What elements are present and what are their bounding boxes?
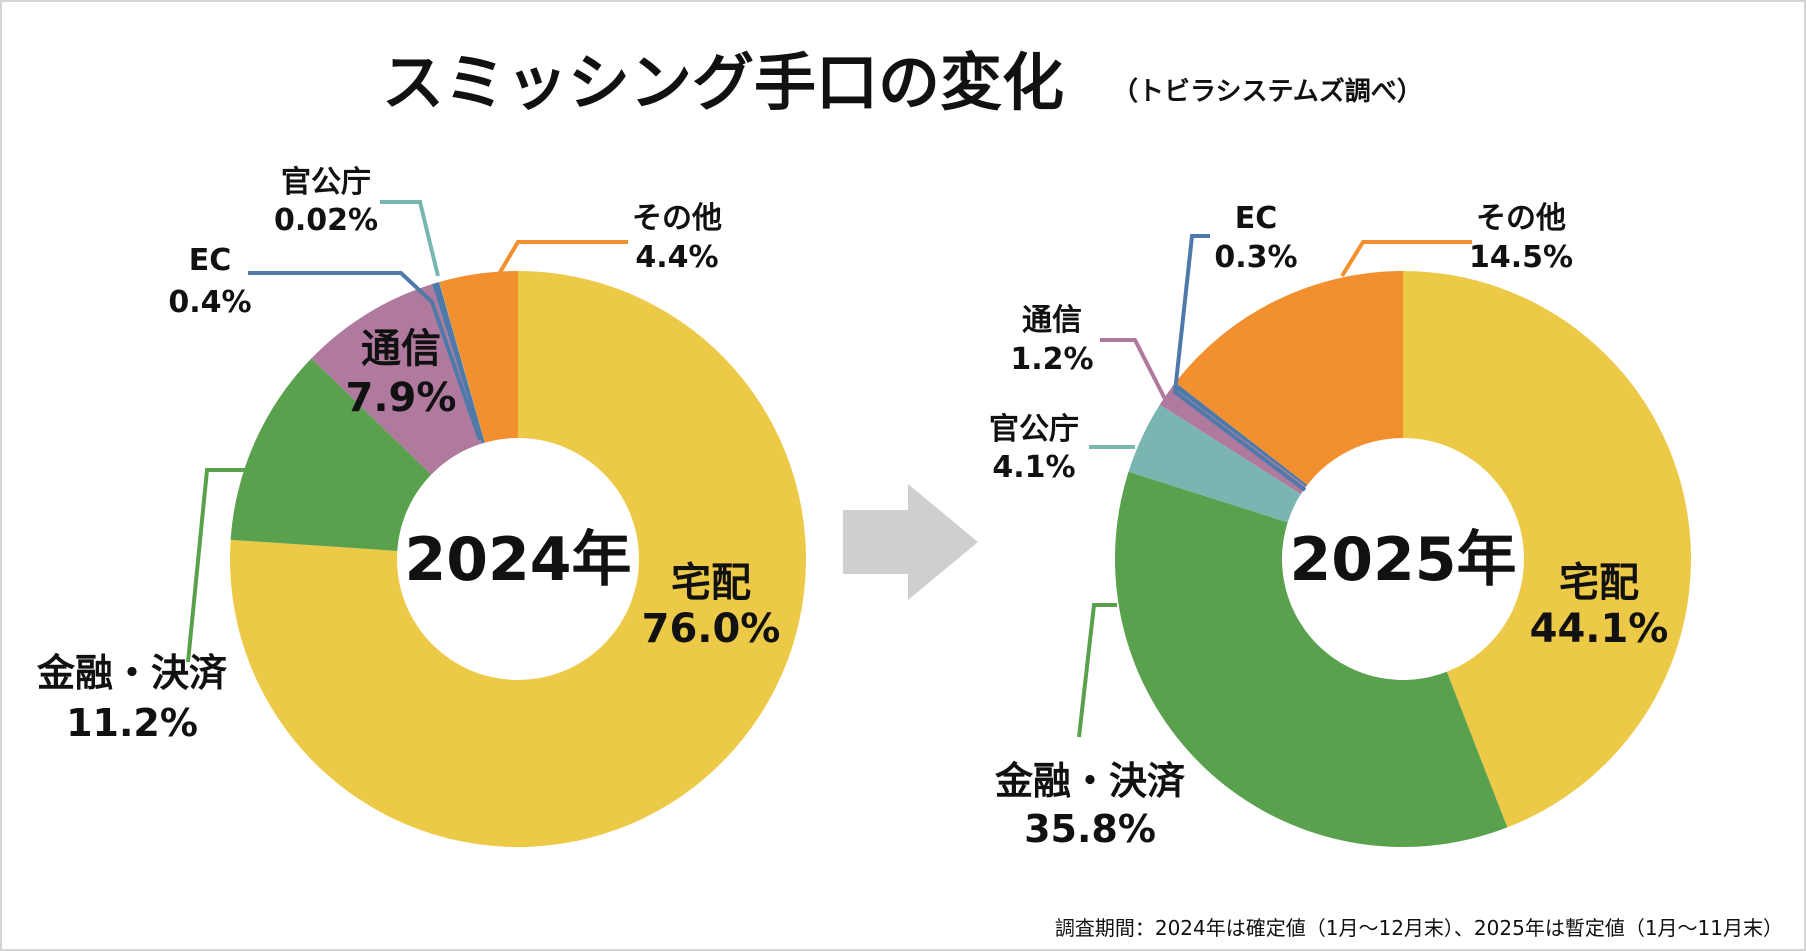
donut-2025 — [1115, 271, 1692, 847]
label-2025-finance: 金融・決済 — [994, 759, 1186, 803]
leader-line-2024-other — [497, 240, 628, 276]
slice-その他 — [1175, 271, 1403, 485]
label-2025-other: その他 — [1476, 201, 1566, 236]
slice-EC — [1172, 382, 1308, 487]
label-2025-telecom: 通信 — [1022, 303, 1082, 338]
leader-line-2025-other — [1340, 240, 1472, 278]
value-2024-other: 4.4% — [635, 240, 718, 275]
value-2024-gov: 0.02% — [274, 203, 378, 238]
arrow-icon — [843, 484, 978, 600]
slice-金融・決済 — [230, 358, 432, 551]
value-2024-ec: 0.4% — [168, 285, 251, 320]
slice-宅配 — [1403, 271, 1692, 828]
label-2024-delivery: 宅配 — [671, 560, 751, 606]
label-2025-gov: 官公庁 — [989, 412, 1079, 447]
slice-EC — [432, 282, 485, 444]
slice-宅配 — [229, 271, 806, 847]
center-label-2024: 2024年 — [405, 525, 632, 595]
donut-2024 — [229, 271, 806, 847]
label-2024-other: その他 — [632, 201, 722, 236]
slice-官公庁 — [1128, 404, 1301, 523]
slice-通信 — [311, 284, 482, 475]
leader-line-2024-ec — [248, 271, 482, 441]
value-2025-gov: 4.1% — [992, 450, 1075, 485]
leader-line-2025-finance — [1077, 603, 1117, 738]
slice-官公庁 — [438, 281, 485, 443]
value-2025-finance: 35.8% — [1024, 807, 1156, 851]
footnote: 調査期間：2024年は確定値（1月～12月末）、2025年は暫定値（1月～11月… — [1055, 916, 1783, 940]
label-2024-finance: 金融・決済 — [36, 651, 228, 695]
leader-line-2025-ec — [1172, 234, 1307, 492]
leader-line-2025-telecom — [1100, 338, 1168, 402]
label-2024-telecom: 通信 — [361, 326, 441, 372]
label-2024-ec: EC — [189, 243, 232, 278]
leader-line-2024-gov — [380, 200, 440, 277]
leader-line-2024-finance — [186, 468, 245, 663]
slice-その他 — [439, 271, 518, 443]
value-2025-telecom: 1.2% — [1010, 342, 1093, 377]
value-2024-finance: 11.2% — [66, 701, 198, 745]
chart-title: スミッシング手口の変化 — [382, 46, 1064, 119]
value-2024-delivery: 76.0% — [642, 606, 781, 652]
value-2025-delivery: 44.1% — [1530, 606, 1669, 652]
label-2025-delivery: 宅配 — [1559, 560, 1639, 606]
center-label-2025: 2025年 — [1290, 525, 1517, 595]
chart-subtitle: （トビラシステムズ調べ） — [1112, 76, 1423, 107]
value-2024-telecom: 7.9% — [346, 375, 457, 421]
slice-金融・決済 — [1115, 471, 1508, 847]
slice-通信 — [1159, 386, 1307, 495]
label-2025-ec: EC — [1235, 201, 1278, 236]
value-2025-other: 14.5% — [1469, 240, 1573, 275]
label-2024-gov: 官公庁 — [281, 165, 371, 200]
value-2025-ec: 0.3% — [1214, 240, 1297, 275]
